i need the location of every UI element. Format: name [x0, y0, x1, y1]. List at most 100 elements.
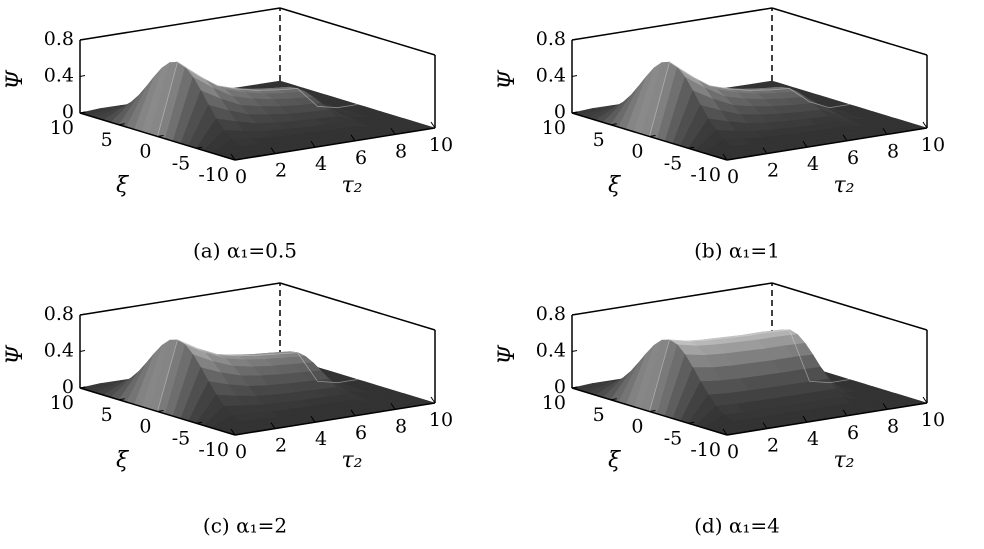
caption: (b) α₁=1 [694, 239, 780, 263]
x-tick [688, 421, 695, 424]
z-tick-label: 0.8 [536, 28, 566, 50]
z-axis-label: Ψ [3, 345, 28, 365]
y-tick-label: 6 [355, 147, 367, 169]
ridge-line [649, 61, 850, 137]
y-tick [270, 147, 276, 154]
y-tick-label: 10 [429, 134, 453, 156]
z-tick-label: 0.4 [536, 340, 566, 362]
x-tick-label: 5 [593, 129, 605, 151]
x-tick [196, 146, 203, 149]
z-tick [571, 38, 578, 41]
x-tick [610, 123, 617, 126]
x-tick-label: 0 [631, 141, 643, 163]
y-tick [430, 121, 436, 129]
x-tick-label: 10 [50, 392, 74, 414]
y-tick [350, 409, 356, 417]
y-tick-label: 8 [887, 140, 899, 162]
z-axis-label: Ψ [495, 70, 520, 90]
y-tick-label: 0 [727, 166, 739, 188]
box-edge [79, 7, 281, 41]
y-tick-label: 0 [235, 441, 247, 463]
ridge-line [157, 61, 358, 137]
x-tick-label: 10 [542, 117, 566, 139]
x-axis-label: ξ [116, 448, 130, 473]
z-axis-label: Ψ [3, 70, 28, 90]
x-tick [157, 410, 164, 412]
y-tick [270, 422, 276, 429]
z-tick-label: 0.4 [536, 65, 566, 87]
box-edge [571, 282, 773, 316]
z-tick [79, 75, 86, 77]
z-tick-label: 0.4 [44, 65, 74, 87]
x-tick [118, 398, 125, 401]
y-tick-label: 6 [847, 147, 859, 169]
y-tick-label: 6 [355, 422, 367, 444]
x-tick-label: 10 [542, 392, 566, 414]
y-tick [390, 128, 396, 135]
z-axis-label: Ψ [495, 345, 520, 365]
z-tick-label: 0.8 [44, 303, 74, 325]
y-tick [842, 134, 848, 142]
x-tick [157, 135, 164, 137]
y-tick [922, 121, 928, 129]
x-tick-label: 0 [631, 416, 643, 438]
y-tick [230, 153, 236, 161]
y-tick-label: 2 [767, 160, 779, 182]
axis-line [234, 402, 436, 436]
x-tick [688, 146, 695, 149]
x-tick-label: 10 [50, 117, 74, 139]
box-edge [279, 282, 436, 331]
y-tick-label: 2 [275, 160, 287, 182]
y-tick [922, 396, 928, 404]
y-tick-label: 0 [727, 441, 739, 463]
x-tick-label: -10 [690, 164, 721, 186]
y-tick [842, 409, 848, 417]
y-tick-label: 6 [847, 422, 859, 444]
z-tick-label: 0 [62, 101, 74, 123]
x-tick [196, 421, 203, 424]
caption: (d) α₁=4 [694, 514, 780, 538]
z-tick [79, 38, 86, 41]
y-tick-label: 4 [807, 153, 819, 175]
y-tick-label: 10 [429, 409, 453, 431]
panel: 0 0.4 0.8 10 5 0 -5 -10 0 2 4 6 8 10 Ψξ τ₂ (d) α₁=4 [495, 282, 945, 538]
x-tick [726, 158, 734, 161]
box-edge [571, 7, 773, 41]
z-tick-label: 0.8 [536, 303, 566, 325]
surface-strip [139, 353, 317, 425]
z-tick-label: 0.4 [44, 340, 74, 362]
x-tick-label: 0 [139, 141, 151, 163]
z-tick [79, 313, 86, 316]
x-tick-label: -10 [198, 439, 229, 461]
y-tick [350, 134, 356, 142]
x-tick [79, 386, 87, 389]
y-tick-label: 2 [767, 435, 779, 457]
x-tick-label: -10 [690, 439, 721, 461]
x-axis-label: ξ [608, 448, 622, 473]
y-tick [430, 396, 436, 404]
x-tick [649, 410, 656, 412]
y-axis-label: τ₂ [342, 448, 363, 473]
x-tick-label: -5 [172, 152, 191, 174]
x-tick-label: 5 [101, 129, 113, 151]
x-axis-label: ξ [608, 173, 622, 198]
axis-line [726, 402, 928, 436]
y-tick-label: 8 [887, 415, 899, 437]
z-tick-label: 0 [62, 376, 74, 398]
x-tick-label: 5 [101, 404, 113, 426]
box-edge [279, 7, 436, 56]
x-tick [571, 111, 579, 114]
y-tick [722, 428, 728, 436]
x-tick [79, 111, 87, 114]
x-tick-label: -5 [664, 152, 683, 174]
y-tick-label: 4 [315, 428, 327, 450]
z-tick [571, 75, 578, 77]
x-tick [726, 433, 734, 436]
ridge-line [157, 339, 358, 412]
box-edge [771, 282, 928, 331]
y-tick [722, 153, 728, 161]
y-tick [762, 422, 768, 429]
y-tick [802, 415, 808, 423]
y-tick [390, 403, 396, 410]
